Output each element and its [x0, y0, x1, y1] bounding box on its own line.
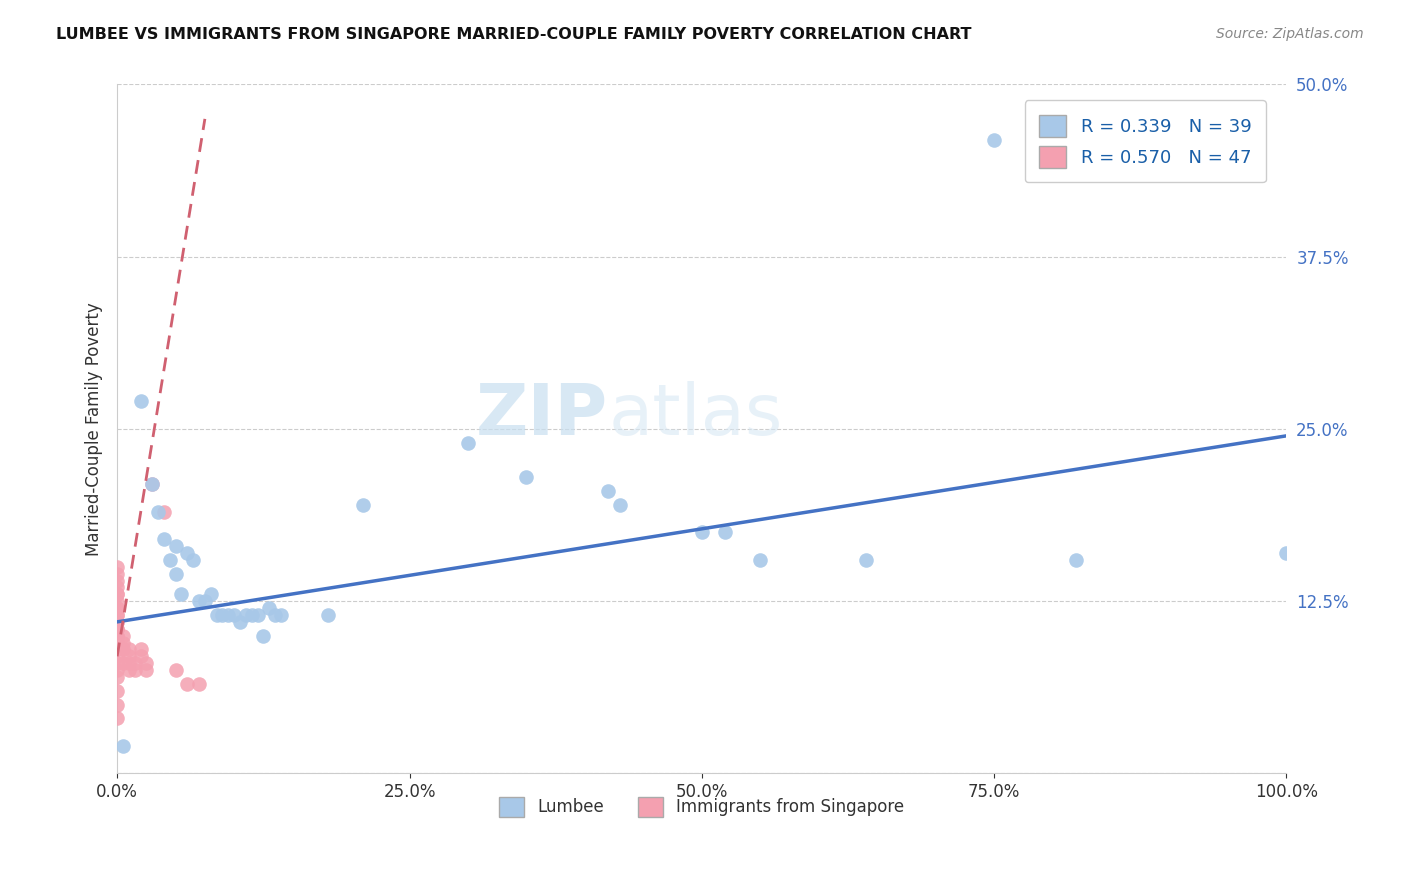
Point: [105, 587, 128, 601]
Point: [146, 505, 169, 519]
Point: [176, 677, 198, 691]
Point: [240, 607, 263, 622]
Point: [105, 711, 128, 725]
Point: [105, 656, 128, 670]
Point: [124, 656, 146, 670]
Point: [105, 601, 128, 615]
Point: [153, 505, 176, 519]
Point: [211, 607, 233, 622]
Point: [118, 663, 141, 677]
Point: [194, 594, 217, 608]
Point: [235, 607, 257, 622]
Point: [229, 615, 252, 629]
Point: [690, 525, 713, 540]
Point: [112, 629, 135, 643]
Point: [224, 607, 246, 622]
Y-axis label: Married-Couple Family Poverty: Married-Couple Family Poverty: [86, 302, 103, 556]
Point: [165, 566, 187, 581]
Text: LUMBEE VS IMMIGRANTS FROM SINGAPORE MARRIED-COUPLE FAMILY POVERTY CORRELATION CH: LUMBEE VS IMMIGRANTS FROM SINGAPORE MARR…: [56, 27, 972, 42]
Point: [159, 553, 181, 567]
Point: [141, 477, 163, 491]
Point: [105, 642, 128, 657]
Point: [135, 656, 157, 670]
Point: [105, 607, 128, 622]
Text: Source: ZipAtlas.com: Source: ZipAtlas.com: [1216, 27, 1364, 41]
Point: [515, 470, 537, 484]
Point: [105, 622, 128, 636]
Text: atlas: atlas: [609, 381, 783, 450]
Point: [153, 532, 176, 546]
Point: [170, 587, 193, 601]
Point: [105, 635, 128, 649]
Point: [609, 498, 631, 512]
Point: [105, 601, 128, 615]
Point: [105, 615, 128, 629]
Point: [105, 574, 128, 588]
Point: [270, 607, 292, 622]
Point: [105, 649, 128, 664]
Point: [352, 498, 374, 512]
Point: [983, 132, 1005, 146]
Point: [105, 683, 128, 698]
Point: [124, 663, 146, 677]
Point: [264, 607, 287, 622]
Point: [105, 635, 128, 649]
Point: [118, 649, 141, 664]
Point: [217, 607, 239, 622]
Point: [176, 546, 198, 560]
Point: [118, 642, 141, 657]
Point: [165, 539, 187, 553]
Point: [105, 607, 128, 622]
Point: [105, 629, 128, 643]
Point: [598, 483, 620, 498]
Point: [129, 394, 152, 409]
Point: [105, 670, 128, 684]
Point: [165, 663, 187, 677]
Text: ZIP: ZIP: [477, 381, 609, 450]
Point: [112, 635, 135, 649]
Point: [129, 642, 152, 657]
Point: [316, 607, 339, 622]
Point: [112, 739, 135, 753]
Point: [749, 553, 772, 567]
Point: [205, 607, 228, 622]
Point: [141, 477, 163, 491]
Point: [105, 622, 128, 636]
Point: [714, 525, 737, 540]
Point: [1064, 553, 1087, 567]
Point: [257, 601, 280, 615]
Point: [200, 587, 222, 601]
Point: [105, 587, 128, 601]
Point: [105, 559, 128, 574]
Point: [457, 435, 479, 450]
Point: [1275, 546, 1298, 560]
Point: [105, 642, 128, 657]
Point: [105, 566, 128, 581]
Point: [135, 663, 157, 677]
Point: [105, 663, 128, 677]
Point: [112, 656, 135, 670]
Point: [105, 615, 128, 629]
Point: [105, 594, 128, 608]
Point: [855, 553, 877, 567]
Point: [188, 594, 211, 608]
Point: [105, 698, 128, 712]
Point: [105, 629, 128, 643]
Point: [129, 649, 152, 664]
Point: [188, 677, 211, 691]
Point: [105, 581, 128, 595]
Legend: Lumbee, Immigrants from Singapore: Lumbee, Immigrants from Singapore: [492, 790, 911, 823]
Point: [181, 553, 204, 567]
Point: [252, 629, 274, 643]
Point: [112, 642, 135, 657]
Point: [118, 656, 141, 670]
Point: [246, 607, 269, 622]
